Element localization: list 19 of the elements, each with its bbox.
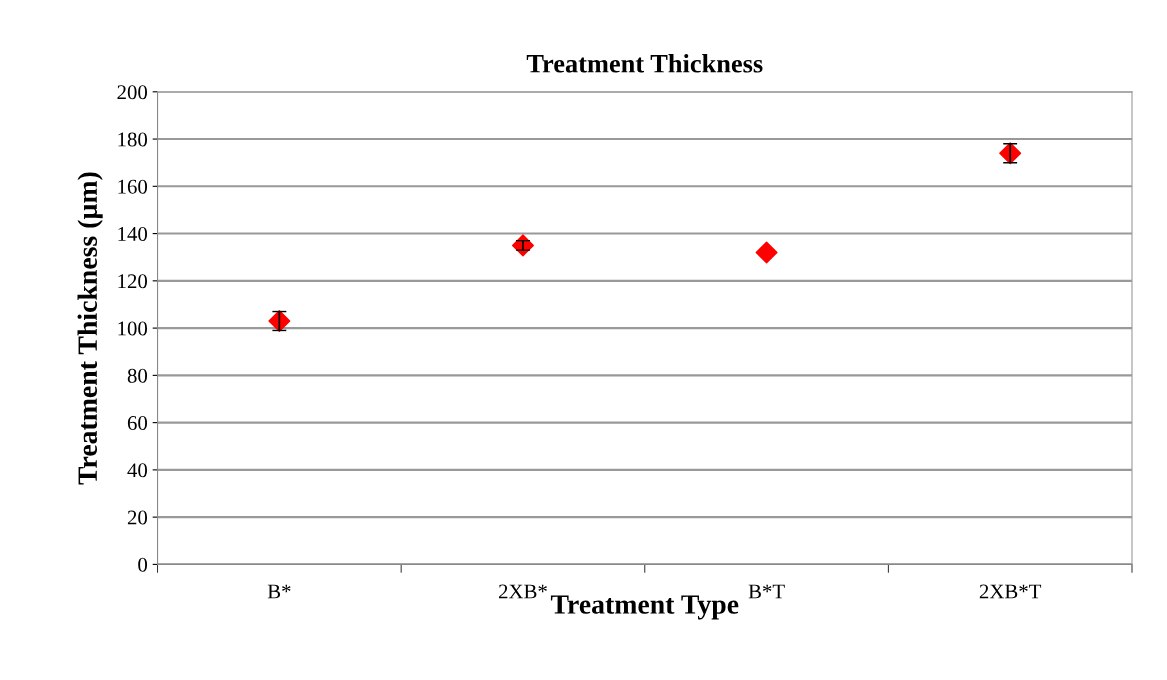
x-tick-label: B*T (748, 584, 785, 599)
chart-title: Treatment Thickness (526, 54, 763, 73)
y-tick-label: 160 (118, 179, 148, 194)
x-axis-title: Treatment Type (550, 595, 739, 620)
y-tick-label: 180 (118, 132, 148, 147)
y-tick-label: 80 (127, 368, 148, 383)
y-tick-label: 120 (118, 274, 148, 289)
x-tick-label: 2XB* (498, 584, 547, 599)
point (755, 241, 778, 264)
y-tick-label: 140 (118, 226, 148, 242)
y-tick-label: 100 (118, 321, 148, 336)
y-tick-label: 200 (117, 85, 148, 100)
x-tick-label: B* (267, 584, 291, 599)
y-tick-label: 60 (127, 415, 148, 431)
x-tick-label: 2XB*T (979, 584, 1042, 599)
y-tick-label: 20 (127, 510, 148, 525)
y-tick-label: 40 (127, 463, 148, 478)
y-tick-label: 0 (138, 557, 148, 572)
y-axis-title: Treatment Thickness (µm) (77, 172, 103, 485)
